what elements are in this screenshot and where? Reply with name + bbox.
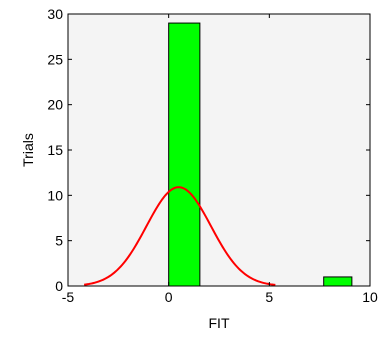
- y-tick-label: 20: [47, 97, 63, 113]
- bars-layer: [168, 22, 353, 287]
- y-tick-label: 15: [47, 142, 63, 158]
- x-tick-label: 5: [265, 289, 273, 305]
- y-tick-label: 5: [55, 233, 63, 249]
- y-tick-label: 10: [47, 187, 63, 203]
- y-tick-label: 0: [55, 278, 63, 294]
- histogram-bar: [168, 22, 201, 287]
- x-tick-label: 10: [362, 289, 378, 305]
- y-tick-label: 25: [47, 51, 63, 67]
- fit-curve-line: [83, 186, 276, 286]
- histogram-bar: [323, 276, 353, 287]
- plot-background: [67, 13, 371, 287]
- y-tick-label: 30: [47, 6, 63, 22]
- x-tick-label: -5: [62, 289, 75, 305]
- x-tick-label: 0: [165, 289, 173, 305]
- x-axis-label: FIT: [209, 315, 230, 331]
- y-axis-label: Trials: [20, 133, 36, 167]
